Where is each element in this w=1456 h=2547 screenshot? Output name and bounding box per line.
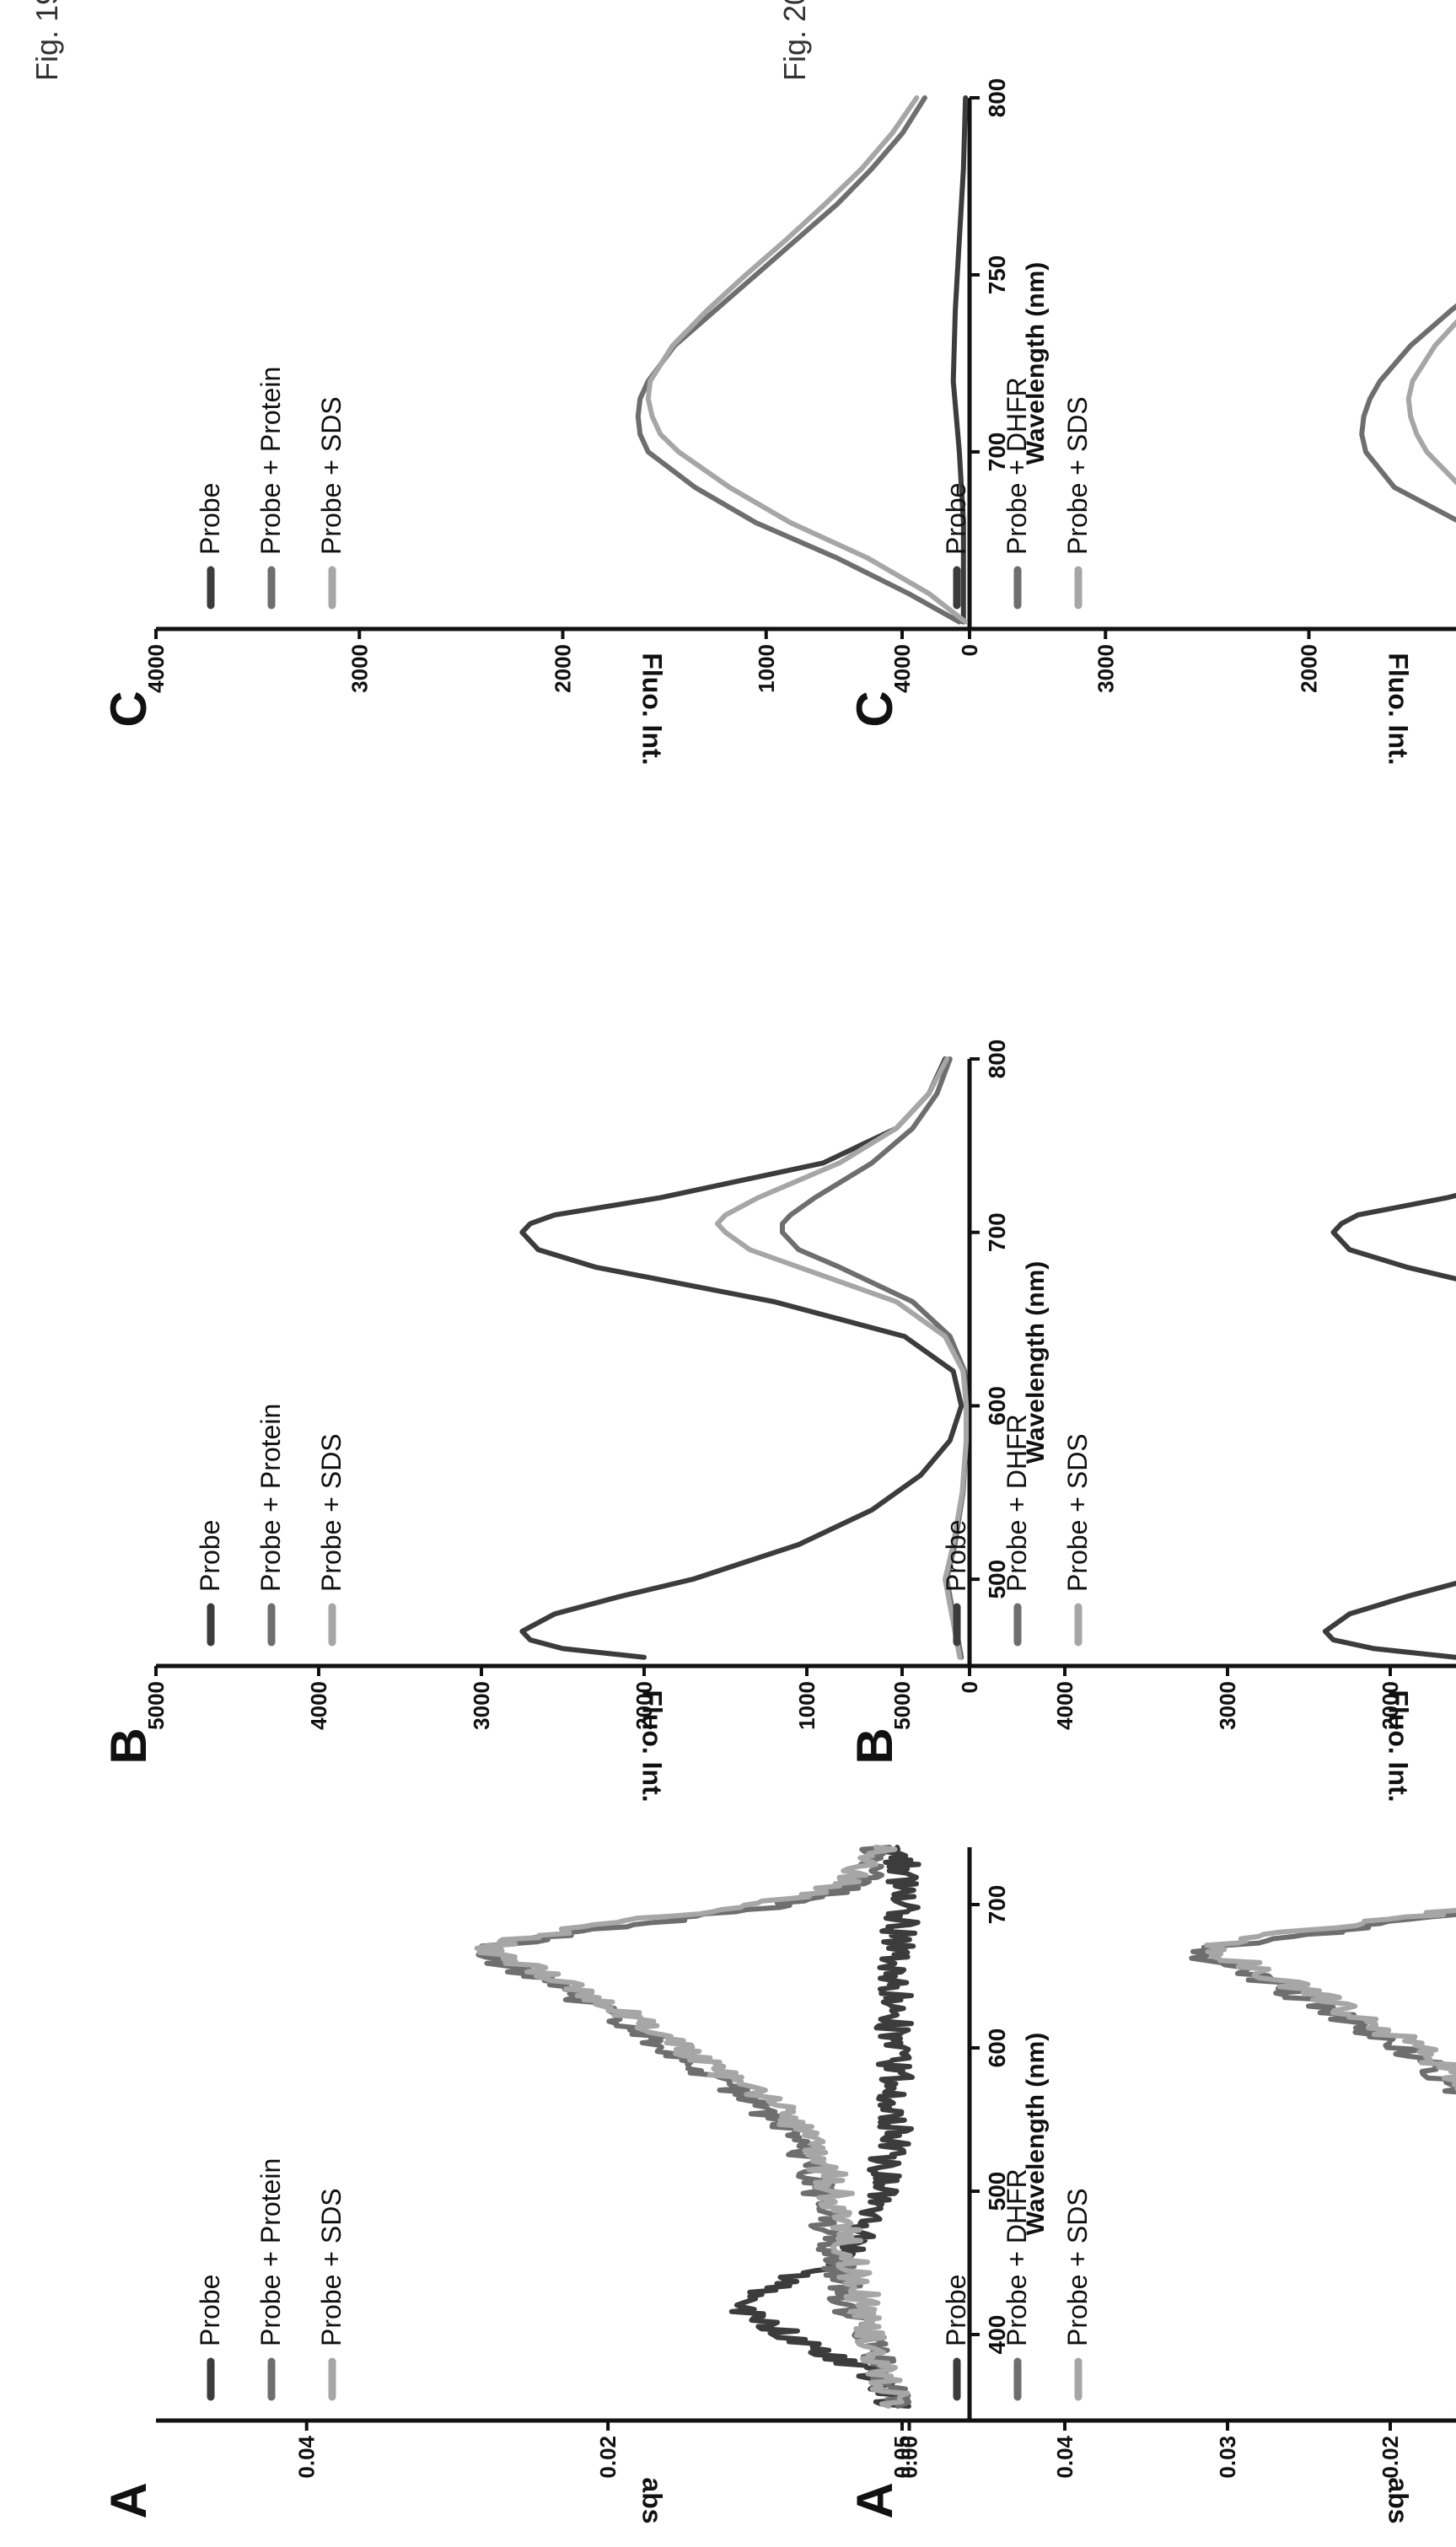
panel-a-fig20: 0.000.010.020.030.040.05400500600700Wave…: [846, 1845, 1456, 2524]
x-axis-title: Wavelength (nm): [1022, 262, 1050, 465]
series-line-2: [635, 95, 962, 625]
legend-label-3: Probe + SDS: [1062, 1433, 1093, 1592]
series-line-3: [1405, 95, 1456, 625]
series-line-3: [714, 1056, 970, 1660]
legend-label-1: Probe: [941, 2275, 971, 2346]
series-line-1: [519, 1056, 964, 1660]
y-axis-title: Fluo. Int.: [1383, 653, 1414, 765]
legend-label-1: Probe: [195, 483, 225, 555]
rotated-figure-group: Fig. 19 Fig. 20 0.00 0.02 0.04 400 500 600 700…: [30, 0, 1456, 2524]
y-axis-title: abs: [1383, 2477, 1414, 2523]
y-tick-label: 5000: [889, 1681, 915, 1730]
panel-letter: C: [846, 690, 903, 727]
series-line-1: [1322, 1056, 1456, 1660]
y-tick-label: 2000: [551, 644, 576, 693]
x-tick-label: 500: [984, 1560, 1010, 1599]
x-tick-label: 800: [984, 1040, 1010, 1079]
legend-label-2: Probe + Protein: [255, 367, 286, 555]
legend-label-1: Probe: [195, 2275, 225, 2346]
legend-label-3: Probe + SDS: [316, 1433, 347, 1592]
series-line-2: [1189, 1845, 1456, 2416]
fig19-label: Fig. 19: [30, 0, 64, 81]
y-tick-label: 0.02: [595, 2436, 621, 2479]
y-tick-label: 0.02: [1378, 2436, 1403, 2479]
y-tick-label: 4000: [143, 644, 169, 693]
x-tick-label: 700: [984, 1885, 1010, 1925]
y-tick-label: 3000: [347, 644, 372, 693]
y-tick-label: 4000: [889, 644, 915, 693]
fig20-label: Fig. 20: [777, 0, 812, 81]
legend-label-3: Probe + SDS: [1062, 2188, 1093, 2346]
legend-label-1: Probe: [941, 1520, 971, 1592]
legend-label-3: Probe + SDS: [316, 396, 347, 555]
y-tick-label: 1000: [794, 1681, 819, 1730]
y-tick-label: 3000: [469, 1681, 494, 1730]
legend-label-1: Probe: [941, 483, 971, 555]
x-tick-label: 800: [984, 78, 1010, 118]
series-line-1: [950, 95, 969, 625]
series-line-2: [1359, 95, 1456, 625]
y-tick-label: 0: [957, 644, 982, 656]
y-tick-label: 5000: [143, 1681, 169, 1730]
y-tick-label: 0.00: [897, 2436, 922, 2479]
x-tick-label: 750: [984, 255, 1010, 295]
y-tick-label: 0.04: [1052, 2435, 1077, 2478]
y-tick-label: 0.04: [294, 2435, 320, 2478]
panel-a-fig19: 0.00 0.02 0.04 400 500 600 700 Wavelength (nm) a…: [100, 1845, 1050, 2524]
series-line-1: [728, 1845, 921, 2409]
y-tick-label: 4000: [306, 1681, 331, 1730]
y-axis-title: abs: [637, 2477, 668, 2523]
legend-label-1: Probe: [195, 1520, 225, 1592]
x-axis-title: Wavelength (nm): [1022, 1261, 1050, 1464]
y-tick-label: 0: [957, 1681, 982, 1693]
chart-panels: 0.00 0.02 0.04 400 500 600 700 Wavelength (nm) a…: [100, 78, 1456, 2524]
panel-b-fig20: 010002000300040005000500600700800Wavelen…: [846, 1056, 1456, 1803]
panel-letter: A: [100, 2482, 157, 2518]
legend-label-2: Probe + Protein: [255, 2158, 286, 2346]
y-tick-label: 3000: [1093, 644, 1118, 693]
legend-label-2: Probe + DHFR: [1002, 1414, 1032, 1592]
y-tick-label: 0.03: [1215, 2436, 1240, 2479]
y-tick-label: 1000: [754, 644, 779, 693]
x-tick-label: 500: [984, 2172, 1010, 2211]
y-tick-label: 0.05: [889, 2436, 915, 2479]
panel-letter: B: [846, 1728, 903, 1764]
panel-letter: B: [100, 1728, 157, 1764]
y-tick-label: 2000: [1297, 644, 1322, 693]
y-axis-title: Fluo. Int.: [637, 1690, 668, 1802]
legend-label-3: Probe + SDS: [316, 2188, 347, 2346]
series-line-3: [1204, 1845, 1456, 2416]
legend-label-2: Probe + DHFR: [1002, 377, 1032, 555]
panel-letter: A: [846, 2482, 903, 2518]
series-line-2: [475, 1845, 912, 2409]
x-axis-title: Wavelength (nm): [1022, 2033, 1050, 2236]
legend-label-2: Probe + Protein: [255, 1404, 286, 1592]
x-tick-label: 600: [984, 1386, 1010, 1426]
legend-label-2: Probe + DHFR: [1002, 2168, 1032, 2346]
y-axis-title: Fluo. Int.: [1383, 1690, 1414, 1802]
x-tick-label: 400: [984, 2315, 1010, 2355]
panel-b-fig19: 0 1000 2000 3000 4000 5000 500 600 700 800 Wavelen…: [100, 1040, 1050, 1803]
y-tick-label: 2000: [631, 1681, 657, 1730]
y-tick-label: 3000: [1215, 1681, 1240, 1730]
x-tick-label: 700: [984, 1212, 1010, 1252]
legend-label-3: Probe + SDS: [1062, 396, 1093, 555]
x-tick-label: 600: [984, 2028, 1010, 2068]
panel-letter: C: [100, 690, 157, 727]
series-line-3: [474, 1845, 911, 2409]
panel-c-fig19: 0 1000 2000 3000 4000 700 750 800 Wavelength (nm…: [100, 78, 1050, 766]
y-tick-label: 2000: [1378, 1681, 1403, 1730]
y-tick-label: 4000: [1052, 1681, 1077, 1730]
y-axis-title: Fluo. Int.: [637, 653, 668, 765]
x-tick-label: 700: [984, 433, 1010, 472]
series-line-3: [645, 95, 969, 625]
